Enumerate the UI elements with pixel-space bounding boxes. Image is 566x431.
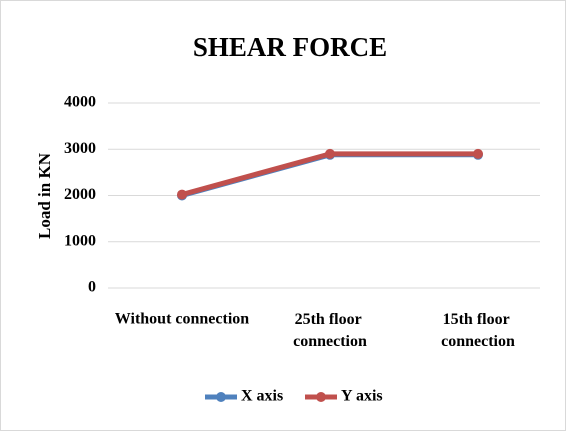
- series-point: [325, 148, 335, 159]
- legend-marker: [316, 392, 326, 402]
- chart-title: SHEAR FORCE: [193, 32, 387, 62]
- legend-label: Y axis: [341, 388, 383, 405]
- y-tick-label: 4000: [64, 94, 96, 111]
- series-point: [177, 189, 187, 200]
- series-point: [473, 148, 483, 159]
- x-tick-label-line: 15th floor: [443, 311, 514, 328]
- y-tick-label: 2000: [64, 186, 96, 203]
- x-tick-label-line: connection: [441, 333, 515, 350]
- y-tick-label: 3000: [64, 140, 96, 157]
- x-tick-label-line: 25th floor: [295, 311, 366, 328]
- y-tick-label: 1000: [64, 232, 96, 249]
- x-tick-label-line: connection: [293, 333, 367, 350]
- x-tick-label: 25th floor connection: [293, 311, 367, 350]
- legend-marker: [216, 392, 226, 402]
- x-tick-label: 15th floor connection: [441, 311, 515, 350]
- legend-label: X axis: [241, 388, 283, 405]
- y-axis-label: Load in KN: [35, 152, 54, 239]
- x-tick-label: Without connection: [115, 311, 249, 328]
- y-tick-label: 0: [88, 279, 96, 296]
